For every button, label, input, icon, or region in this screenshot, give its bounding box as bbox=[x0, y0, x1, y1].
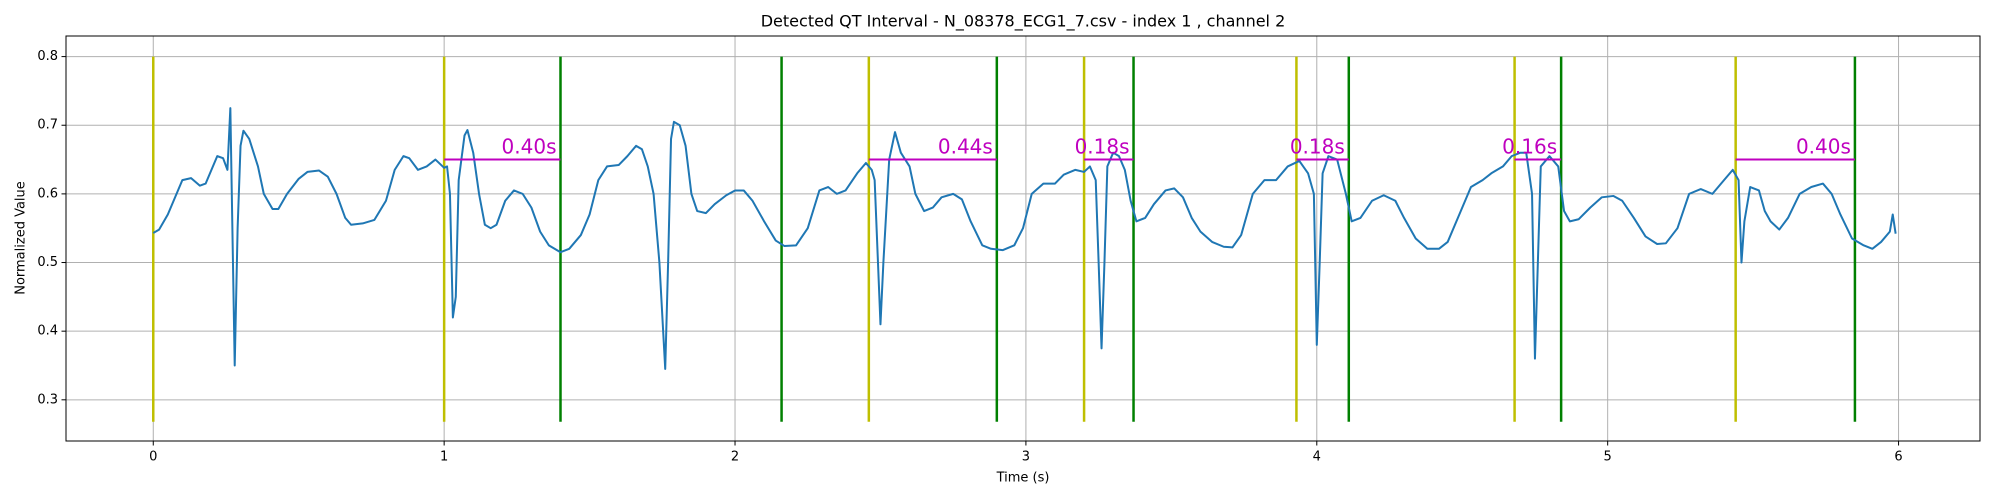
x-tick-label: 3 bbox=[1022, 450, 1030, 465]
plot-frame bbox=[65, 35, 1981, 442]
chart-title: Detected QT Interval - N_08378_ECG1_7.cs… bbox=[761, 12, 1286, 32]
qt-label: 0.40s bbox=[1796, 135, 1851, 159]
ecg-line bbox=[152, 107, 1897, 370]
x-tick-label: 5 bbox=[1604, 450, 1612, 465]
qt-label: 0.40s bbox=[502, 135, 557, 159]
y-tick-label: 0.4 bbox=[37, 324, 58, 339]
y-tick-label: 0.6 bbox=[37, 186, 58, 201]
y-tick-label: 0.5 bbox=[37, 255, 58, 270]
x-tick-label: 2 bbox=[731, 450, 739, 465]
y-tick-label: 0.3 bbox=[37, 392, 58, 407]
qt-label: 0.44s bbox=[938, 135, 993, 159]
x-axis-label: Time (s) bbox=[996, 471, 1050, 486]
x-tick-label: 1 bbox=[440, 450, 448, 465]
x-tick-label: 0 bbox=[149, 450, 157, 465]
x-tick-label: 6 bbox=[1894, 450, 1902, 465]
y-tick-label: 0.8 bbox=[37, 49, 58, 64]
qt-label: 0.16s bbox=[1502, 135, 1557, 159]
y-tick-label: 0.7 bbox=[37, 118, 58, 133]
x-tick-label: 4 bbox=[1313, 450, 1321, 465]
y-axis-label: Normalized Value bbox=[14, 181, 29, 295]
qt-label: 0.18s bbox=[1290, 135, 1345, 159]
qt-label: 0.18s bbox=[1075, 135, 1130, 159]
